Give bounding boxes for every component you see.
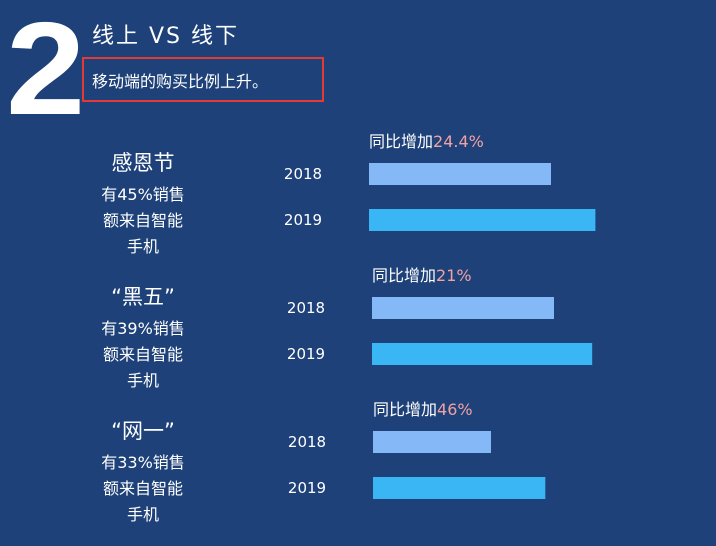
growth-value: 46%	[437, 400, 473, 419]
bar-2018	[369, 163, 551, 185]
bar-2018	[372, 297, 554, 319]
page-title: 线上 VS 线下	[92, 24, 240, 49]
growth-label-text: 同比增加	[372, 266, 436, 285]
event-description-line: 额来自智能	[103, 479, 183, 498]
growth-value: 24.4%	[433, 132, 484, 151]
bar-2018	[373, 431, 491, 453]
event-description-line: 有45%销售	[101, 185, 185, 204]
page-subtitle: 移动端的购买比例上升。	[92, 72, 269, 91]
growth-label-text: 同比增加	[373, 400, 437, 419]
subtitle-highlight-box	[82, 57, 324, 102]
event-description-line: 额来自智能	[103, 345, 183, 364]
section-number: 2	[6, 0, 85, 142]
year-label: 2018	[288, 433, 326, 451]
event-description-line: 有33%销售	[101, 453, 185, 472]
bar-2019	[373, 477, 546, 499]
event-name: 感恩节	[112, 151, 175, 175]
year-label: 2018	[287, 299, 325, 317]
year-label: 2019	[288, 479, 326, 497]
event-description-line: 有39%销售	[101, 319, 185, 338]
bar-2019	[369, 209, 596, 231]
bar-2019	[372, 343, 593, 365]
year-label: 2019	[284, 211, 322, 229]
growth-label: 同比增加46%	[373, 400, 473, 419]
event-description-line: 额来自智能	[103, 211, 183, 230]
growth-label: 同比增加24.4%	[369, 132, 484, 151]
year-label: 2018	[284, 165, 322, 183]
year-label: 2019	[287, 345, 325, 363]
growth-value: 21%	[436, 266, 472, 285]
event-description-line: 手机	[127, 505, 159, 524]
growth-label-text: 同比增加	[369, 132, 433, 151]
event-description-line: 手机	[127, 371, 159, 390]
event-name: “网一”	[111, 419, 175, 443]
event-name: “黑五”	[111, 285, 175, 309]
growth-label: 同比增加21%	[372, 266, 472, 285]
event-description-line: 手机	[127, 237, 159, 256]
